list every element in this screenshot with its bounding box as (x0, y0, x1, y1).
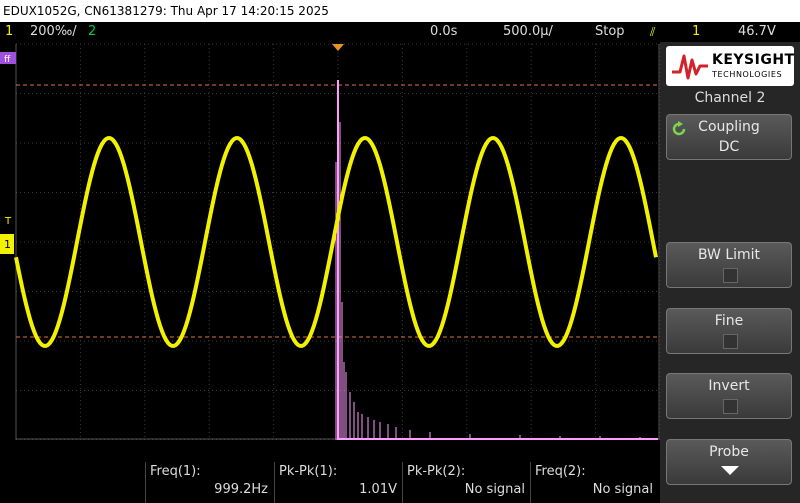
invert-checkbox[interactable] (723, 399, 738, 414)
fine-softkey[interactable]: Fine (666, 308, 792, 354)
measurement-value: 1.01V (359, 482, 397, 497)
measurement-pkpk2[interactable]: Pk-Pk(2): No signal (402, 462, 531, 503)
measurement-pkpk1[interactable]: Pk-Pk(1): 1.01V (274, 462, 403, 503)
time-delay[interactable]: 0.0s (430, 24, 458, 39)
trigger-edge-icon: ⫽ (650, 25, 656, 39)
ch1-waveform (14, 136, 658, 348)
measurement-value: No signal (592, 482, 653, 497)
probe-softkey[interactable]: Probe (666, 439, 792, 485)
fine-checkbox[interactable] (723, 334, 738, 349)
measurement-label: Pk-Pk(2): (407, 464, 466, 479)
ch2-number[interactable]: 2 (88, 24, 97, 39)
window-title: EDUX1052G, CN61381279: Thu Apr 17 14:20:… (0, 0, 800, 22)
logo-brand: KEYSIGHT (712, 52, 795, 68)
bw-limit-label: BW Limit (697, 247, 761, 263)
coupling-label: Coupling (698, 119, 760, 135)
invert-softkey[interactable]: Invert (666, 373, 792, 419)
submenu-arrow-icon (721, 466, 739, 475)
measurement-label: Pk-Pk(1): (279, 464, 338, 479)
time-scale[interactable]: 500.0µ/ (503, 24, 553, 39)
coupling-value: DC (718, 139, 740, 155)
math-marker-icon (0, 52, 16, 64)
measurement-value: No signal (464, 482, 525, 497)
ch1-number[interactable]: 1 (5, 24, 14, 39)
menu-title: Channel 2 (694, 90, 766, 106)
measurement-freq2[interactable]: Freq(2): No signal (530, 462, 659, 503)
trigger-channel: 1 (692, 24, 701, 39)
measurement-label: Freq(2): (535, 464, 586, 479)
measurement-label: Freq(1): (150, 464, 201, 479)
fine-label: Fine (714, 313, 744, 329)
measurement-bar: Freq(1): 999.2Hz Pk-Pk(1): 1.01V Pk-Pk(2… (0, 440, 660, 503)
ch1-ground-marker[interactable] (0, 234, 14, 254)
coupling-softkey[interactable]: Coupling DC (666, 114, 792, 160)
status-bar: 1 200‰/ 2 0.0s 500.0µ/ Stop ⫽ 1 46.7V (0, 22, 800, 42)
run-state: Stop (595, 24, 625, 39)
trigger-level[interactable]: 46.7V (738, 24, 776, 39)
bw-limit-softkey[interactable]: BW Limit (666, 242, 792, 288)
waveform-display[interactable]: ff T 1 (0, 42, 661, 441)
ch1-scale[interactable]: 200‰/ (30, 24, 77, 39)
rotate-knob-icon (672, 121, 686, 136)
keysight-wave-icon (672, 54, 708, 80)
bw-limit-checkbox[interactable] (723, 268, 738, 283)
measurement-freq1[interactable]: Freq(1): 999.2Hz (145, 462, 274, 503)
waveform-canvas: ff T 1 (0, 42, 661, 441)
math-fft-trace (335, 80, 658, 440)
logo-subtitle: TECHNOLOGIES (712, 70, 783, 79)
probe-label: Probe (709, 444, 749, 460)
trigger-level-marker[interactable]: T (4, 216, 12, 227)
softkey-panel: KEYSIGHT TECHNOLOGIES Channel 2 Coupling… (660, 42, 800, 503)
trigger-position-marker[interactable] (332, 44, 344, 51)
keysight-logo: KEYSIGHT TECHNOLOGIES (666, 46, 794, 86)
measurement-value: 999.2Hz (214, 482, 268, 497)
math-marker-label: ff (4, 55, 11, 65)
ch1-ground-label: 1 (4, 238, 11, 251)
invert-label: Invert (708, 378, 750, 394)
